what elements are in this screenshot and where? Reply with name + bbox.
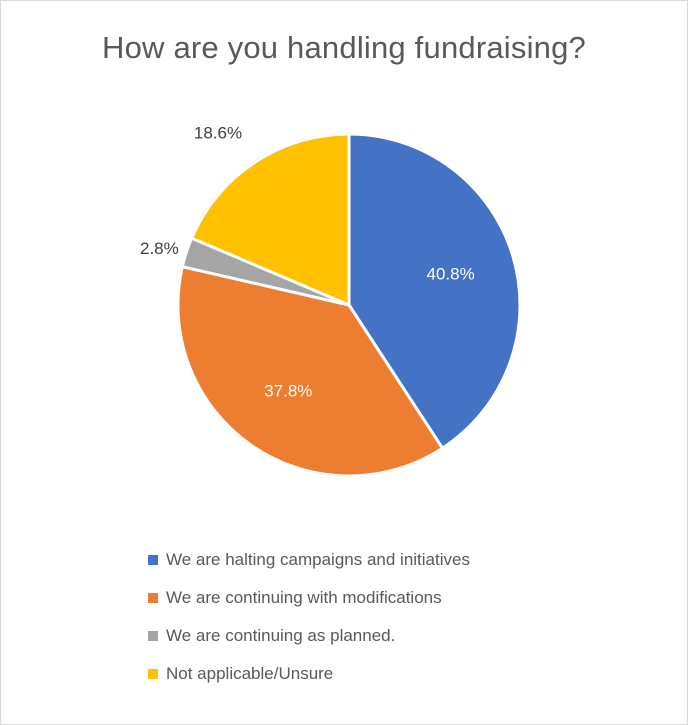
legend-label-modifications: We are continuing with modifications [166,588,442,607]
pie-slice-modifications [176,265,444,478]
legend-label-unsure: Not applicable/Unsure [166,664,334,683]
legend: We are halting campaigns and initiatives… [148,541,628,693]
data-label-as-planned: 2.8% [140,239,179,258]
legend-swatch-as-planned [148,631,158,641]
legend-item-halting: We are halting campaigns and initiatives [148,541,628,579]
legend-swatch-unsure [148,669,158,679]
data-label-unsure: 18.6% [194,123,242,142]
legend-item-unsure: Not applicable/Unsure [148,655,628,693]
legend-label-as-planned: We are continuing as planned. [166,626,396,645]
legend-label-halting: We are halting campaigns and initiatives [166,550,470,569]
chart-title: How are you handling fundraising? [102,30,586,65]
data-label-halting: 40.8% [427,264,475,283]
legend-item-modifications: We are continuing with modifications [148,579,628,617]
legend-item-as-planned: We are continuing as planned. [148,617,628,655]
pie-slice-unsure [190,132,351,307]
data-label-modifications: 37.8% [264,381,312,400]
legend-swatch-halting [148,555,158,565]
legend-swatch-modifications [148,593,158,603]
